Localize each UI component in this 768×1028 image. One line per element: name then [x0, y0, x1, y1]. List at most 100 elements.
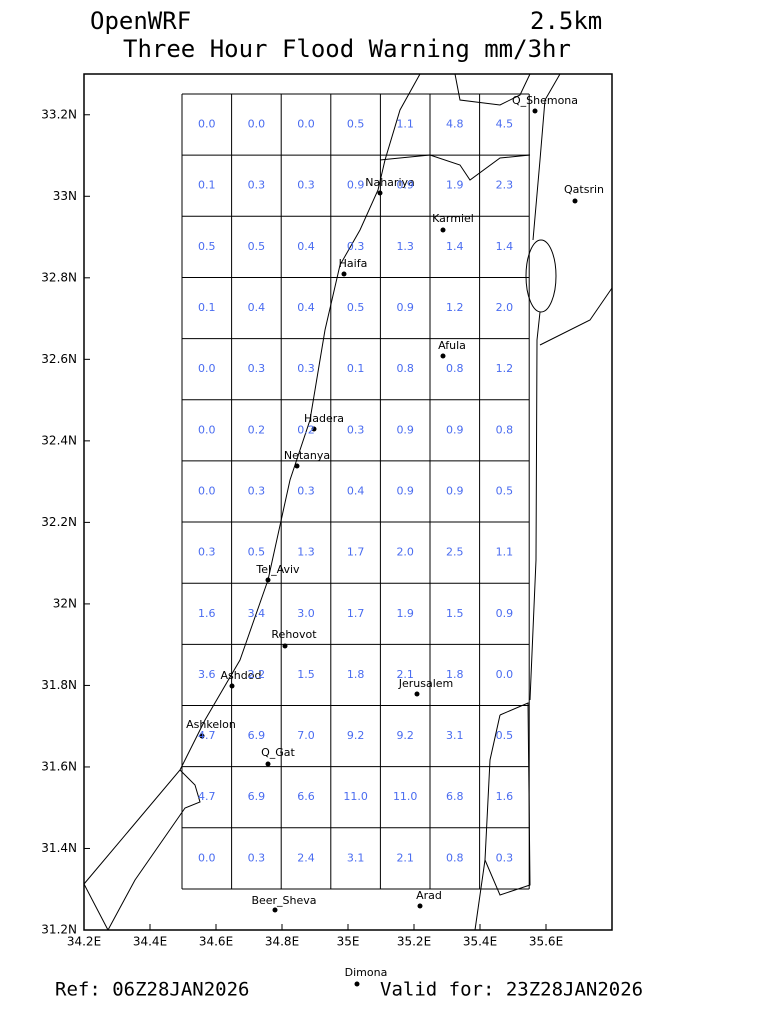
- y-tick-label: 33.2N: [41, 107, 77, 121]
- cell-value: 2.5: [446, 546, 464, 559]
- cell-value: 0.1: [198, 179, 216, 192]
- cell-value: 0.5: [496, 729, 514, 742]
- x-tick-label: 34.2E: [67, 935, 101, 949]
- city-label: Arad: [416, 889, 442, 902]
- cell-value: 0.8: [446, 362, 464, 375]
- cell-value: 0.4: [248, 301, 266, 314]
- lake: [525, 239, 557, 313]
- cell-value: 0.4: [297, 240, 315, 253]
- cell-value: 0.9: [396, 301, 414, 314]
- cell-value: 1.5: [297, 668, 315, 681]
- cell-value: 0.0: [198, 423, 216, 436]
- cell-value: 0.3: [297, 484, 315, 497]
- cell-value: 4.7: [198, 729, 216, 742]
- city-dot: [354, 981, 360, 987]
- cell-value: 2.0: [396, 546, 414, 559]
- city-dot: [199, 733, 205, 739]
- cell-value: 0.3: [297, 179, 315, 192]
- map-title: Three Hour Flood Warning mm/3hr: [123, 35, 571, 63]
- x-tick-label: 35.4E: [463, 935, 497, 949]
- cell-value: 2.3: [496, 179, 514, 192]
- x-tick-label: 34.4E: [133, 935, 167, 949]
- cell-value: 1.3: [396, 240, 414, 253]
- cell-value: 0.5: [347, 301, 365, 314]
- resolution: 2.5km: [530, 7, 602, 35]
- y-tick-label: 31.6N: [41, 759, 77, 773]
- cell-value: 1.2: [496, 362, 514, 375]
- y-tick-label: 31.2N: [41, 923, 77, 937]
- city-label: Rehovot: [271, 628, 317, 641]
- cell-value: 0.3: [496, 851, 514, 864]
- cell-value: 11.0: [343, 790, 368, 803]
- cell-value: 1.1: [496, 546, 514, 559]
- cell-value: 0.8: [396, 362, 414, 375]
- cell-value: 0.4: [297, 301, 315, 314]
- city-label: Haifa: [339, 257, 368, 270]
- ref-time: Ref: 06Z28JAN2026: [55, 979, 249, 1001]
- cell-value: 1.3: [297, 546, 315, 559]
- cities: Q_Shemona Qatsrin Nahariya Karmiel Haifa…: [186, 94, 604, 987]
- x-tick-label: 35.6E: [529, 935, 563, 949]
- city-dot: [294, 463, 300, 469]
- cell-value: 9.2: [347, 729, 365, 742]
- cell-value: 6.9: [248, 729, 266, 742]
- cell-value: 2.2: [248, 668, 266, 681]
- cell-value: 0.0: [198, 851, 216, 864]
- city-label: Ashkelon: [186, 718, 236, 731]
- cell-value: 0.3: [248, 179, 266, 192]
- cell-value: 11.0: [393, 790, 418, 803]
- cell-value: 3.0: [297, 607, 315, 620]
- cell-value: 0.0: [248, 118, 266, 131]
- cell-value: 0.3: [198, 546, 216, 559]
- y-tick-label: 32.8N: [41, 270, 77, 284]
- city-dot: [440, 353, 446, 359]
- y-tick-label: 33N: [53, 189, 77, 203]
- city-label: Q_Shemona: [512, 94, 578, 107]
- cell-value: 7.0: [297, 729, 315, 742]
- city-dot: [229, 683, 235, 689]
- cell-value: 0.3: [248, 484, 266, 497]
- cell-value: 0.9: [496, 607, 514, 620]
- city-label: Jerusalem: [398, 677, 454, 690]
- city-label: Netanya: [284, 449, 330, 462]
- cell-value: 1.9: [446, 179, 464, 192]
- city-dot: [282, 643, 288, 649]
- city-label: Karmiel: [432, 212, 474, 225]
- cell-value: 1.6: [496, 790, 514, 803]
- cell-value: 0.3: [347, 423, 365, 436]
- city-label: Tel_Aviv: [255, 563, 300, 576]
- cell-value: 0.3: [248, 851, 266, 864]
- cell-value: 4.5: [496, 118, 514, 131]
- cell-value: 0.5: [198, 240, 216, 253]
- valid-time: Valid for: 23Z28JAN2026: [380, 979, 643, 1001]
- cell-value: 0.8: [496, 423, 514, 436]
- cell-value: 0.5: [496, 484, 514, 497]
- gaza-border: [107, 769, 201, 931]
- coastline: [83, 73, 421, 885]
- cell-value: 3.6: [198, 668, 216, 681]
- cell-value: 0.5: [347, 118, 365, 131]
- city-label: Hadera: [304, 412, 344, 425]
- city-dot: [532, 108, 538, 114]
- cell-value: 0.9: [396, 484, 414, 497]
- cell-value: 0.1: [347, 362, 365, 375]
- grid: [181, 93, 530, 890]
- cell-value: 0.9: [396, 179, 414, 192]
- cell-value: 0.9: [446, 484, 464, 497]
- city-dot: [341, 271, 347, 277]
- cell-value: 0.0: [496, 668, 514, 681]
- cell-value: 3.1: [446, 729, 464, 742]
- cell-value: 0.9: [396, 423, 414, 436]
- cell-value: 1.1: [396, 118, 414, 131]
- cell-value: 3.1: [347, 851, 365, 864]
- y-tick-label: 31.4N: [41, 841, 77, 855]
- cell-value: 6.6: [297, 790, 315, 803]
- city-dot: [572, 198, 578, 204]
- cell-value: 0.0: [198, 484, 216, 497]
- cell-value: 0.5: [248, 546, 266, 559]
- cell-value: 6.8: [446, 790, 464, 803]
- border: [83, 883, 109, 931]
- border: [454, 73, 531, 106]
